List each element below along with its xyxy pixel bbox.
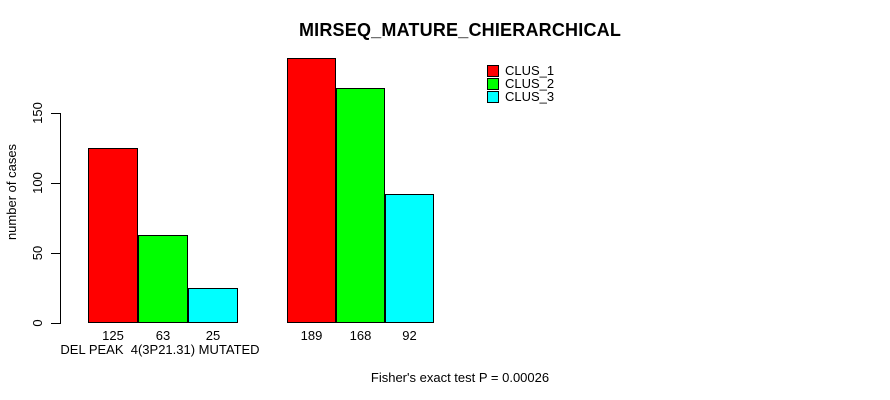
y-tick-mark xyxy=(51,323,60,324)
chart-title: MIRSEQ_MATURE_CHIERARCHICAL xyxy=(298,20,622,40)
legend: CLUS_1 CLUS_2 CLUS_3 xyxy=(487,62,555,105)
legend-label: CLUS_3 xyxy=(505,89,555,105)
legend-swatch-icon xyxy=(487,91,499,104)
bar-clus_2-group1 xyxy=(138,234,188,323)
bar-clus_3-group2 xyxy=(385,194,434,323)
legend-swatch-icon xyxy=(487,78,499,91)
legend-label: CLUS_1 xyxy=(505,62,555,78)
y-tick-mark xyxy=(51,113,60,114)
bar-value-label: 189 xyxy=(300,328,323,343)
y-tick-mark xyxy=(51,183,60,184)
bar-value-label: 125 xyxy=(102,328,124,343)
y-tick-label: 50 xyxy=(30,245,45,261)
fisher-test-annotation: Fisher's exact test P = 0.00026 xyxy=(370,370,550,385)
bar-clus_1-group2 xyxy=(287,58,336,323)
legend-row: CLUS_3 xyxy=(487,89,555,105)
legend-label: CLUS_2 xyxy=(505,76,555,92)
bar-clus_2-group2 xyxy=(336,87,385,323)
bar-value-label: 63 xyxy=(155,328,171,343)
legend-row: CLUS_1 xyxy=(487,62,555,78)
x-category-label: DEL PEAK 4(3P21.31) MUTATED xyxy=(60,342,260,357)
bar-clus_1-group1 xyxy=(88,148,138,323)
y-tick-mark xyxy=(51,253,60,254)
legend-row: CLUS_2 xyxy=(487,76,555,92)
y-tick-label: 0 xyxy=(30,319,45,327)
y-tick-label: 150 xyxy=(30,102,45,124)
bar-clus_3-group1 xyxy=(188,288,238,323)
y-axis-label: number of cases xyxy=(4,143,19,241)
y-tick-label: 100 xyxy=(30,172,45,194)
bar-value-label: 92 xyxy=(402,328,417,343)
legend-swatch-icon xyxy=(487,64,499,77)
y-axis-line xyxy=(60,113,61,324)
bar-value-label: 168 xyxy=(349,328,372,343)
bar-value-label: 25 xyxy=(205,328,221,343)
